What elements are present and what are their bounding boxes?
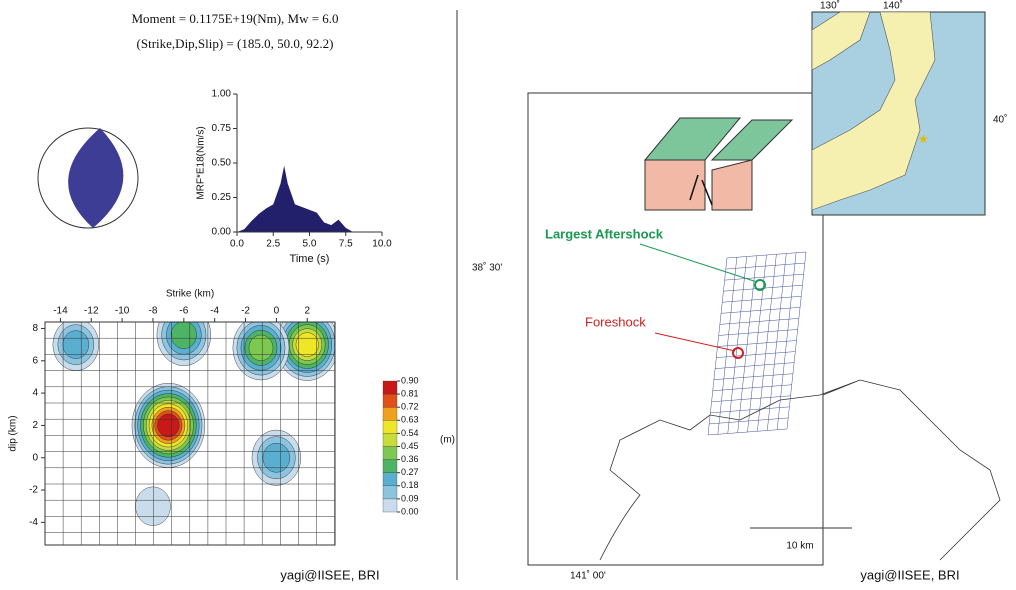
x-tick-label: 2 (304, 306, 310, 317)
lon-label: 130˚ (820, 0, 840, 12)
y-tick-label: 0.25 (212, 192, 232, 203)
y-tick-label: 4 (32, 388, 38, 399)
credit: yagi@IISEE, BRI (860, 567, 959, 582)
x-tick-label: -12 (84, 306, 99, 317)
y-tick-label: 6 (32, 355, 38, 366)
slip-contours (53, 304, 339, 525)
y-tick-label: 0 (32, 452, 38, 463)
lat-label: 40˚ (993, 114, 1007, 126)
colorbar-label: 0.18 (401, 480, 419, 490)
slip-peak (171, 321, 196, 348)
scale-label: 10 km (786, 541, 813, 552)
slip-peak (135, 487, 170, 526)
y-tick-label: 0.75 (212, 123, 232, 134)
slip-peak (249, 335, 273, 361)
y-tick-label: 1.00 (212, 89, 232, 100)
colorbar-label: 0.36 (401, 454, 419, 464)
colorbar-cell (383, 460, 397, 473)
colorbar-cell (383, 433, 397, 446)
x-tick-label: -2 (241, 306, 250, 317)
y-axis-label: dip (km) (8, 415, 19, 451)
figure: Moment = 0.1175E+19(Nm), Mw = 6.0 (Strik… (0, 0, 1016, 585)
y-tick-label: 0.50 (212, 158, 232, 169)
x-tick-label: -10 (115, 306, 130, 317)
colorbar-cell (383, 447, 397, 460)
colorbar-cell (383, 499, 397, 512)
x-tick-label: 7.5 (339, 239, 353, 250)
y-axis-label: MRF*E18(Nm/s) (196, 126, 207, 199)
x-tick-label: -14 (53, 306, 68, 317)
aftershock-label: Largest Aftershock (545, 226, 664, 241)
lon-label: 141˚ 00' (570, 570, 606, 582)
y-tick-label: -4 (29, 517, 38, 528)
colorbar-label: 0.45 (401, 441, 419, 451)
colorbar-label: 0.00 (401, 506, 419, 516)
colorbar-label: 0.90 (401, 375, 419, 385)
foreshock-label: Foreshock (585, 314, 646, 329)
lat-label: 38˚ 30' (472, 262, 502, 274)
inset-epicenter: ★ (918, 132, 929, 146)
colorbar-cell (383, 394, 397, 407)
lon-label: 140˚ (883, 0, 903, 12)
x-axis-label: Time (s) (290, 253, 330, 265)
colorbar-cell (383, 486, 397, 499)
colorbar-label: 0.63 (401, 415, 419, 425)
x-tick-label: -8 (149, 306, 158, 317)
credit: yagi@IISEE, BRI (280, 567, 379, 582)
colorbar-unit: (m) (440, 435, 455, 446)
colorbar-label: 0.27 (401, 467, 419, 477)
colorbar-label: 0.72 (401, 402, 419, 412)
mechanism-text: (Strike,Dip,Slip) = (185.0, 50.0, 92.2) (137, 36, 334, 51)
colorbar-cell (383, 473, 397, 486)
colorbar-label: 0.09 (401, 493, 419, 503)
colorbar-cell (383, 420, 397, 433)
x-tick-label: -4 (210, 306, 219, 317)
x-axis-label: Strike (km) (166, 289, 214, 300)
moment-text: Moment = 0.1175E+19(Nm), Mw = 6.0 (131, 11, 338, 26)
mrf-area (237, 166, 353, 232)
colorbar-label: 0.81 (401, 388, 419, 398)
y-tick-label: 2 (32, 420, 38, 431)
colorbar-label: 0.54 (401, 428, 419, 438)
colorbar-cell (383, 381, 397, 394)
x-tick-label: 5.0 (303, 239, 317, 250)
slip-peak (296, 333, 319, 357)
x-tick-label: 2.5 (266, 239, 280, 250)
y-tick-label: 8 (32, 323, 38, 334)
colorbar-cell (383, 407, 397, 420)
x-tick-label: 10.0 (372, 239, 392, 250)
y-tick-label: 0.00 (212, 227, 232, 238)
x-tick-label: -6 (179, 306, 188, 317)
y-tick-label: -2 (29, 485, 38, 496)
slip-peak (158, 414, 180, 437)
x-tick-label: 0 (274, 306, 280, 317)
x-tick-label: 0.0 (230, 239, 244, 250)
